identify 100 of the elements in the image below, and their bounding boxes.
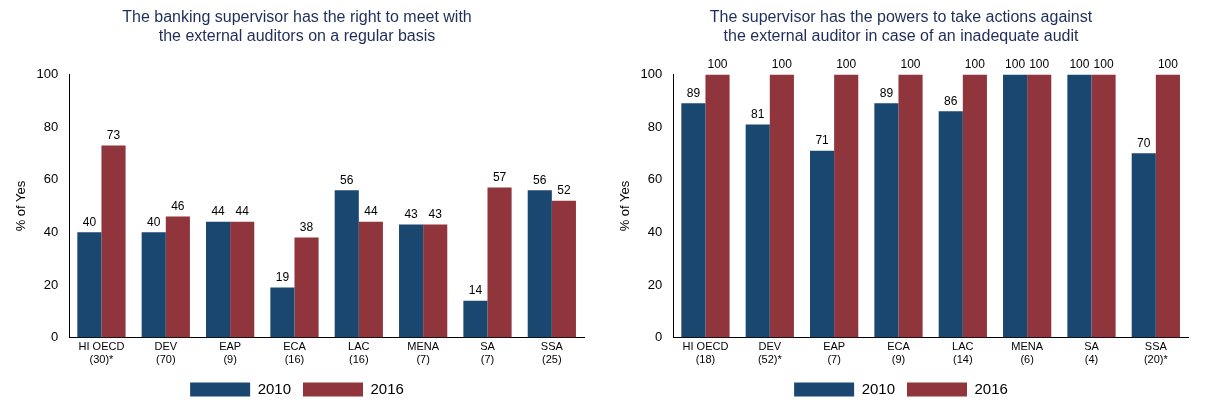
data-label: 14 — [468, 283, 483, 298]
bar — [206, 221, 231, 338]
data-label: 100 — [707, 56, 728, 71]
data-label: 56 — [533, 172, 547, 187]
bar — [487, 187, 512, 338]
bar — [230, 221, 255, 338]
y-tick-label: 0 — [51, 329, 59, 345]
data-label: 52 — [557, 183, 571, 198]
bar — [1027, 74, 1052, 338]
x-tick-label: HI OECD (18) — [682, 340, 729, 366]
data-label: 100 — [1005, 56, 1026, 71]
data-label: 46 — [171, 198, 185, 213]
x-tick-label: LAC (16) — [348, 340, 370, 366]
x-tick-label: HI OECD (30)* — [78, 340, 125, 366]
bar — [399, 224, 424, 338]
bar — [1131, 153, 1156, 338]
data-label: 100 — [1093, 56, 1114, 71]
data-label: 43 — [404, 206, 419, 221]
data-label: 100 — [836, 56, 857, 71]
data-label: 56 — [340, 172, 354, 187]
y-tick-label: 20 — [43, 276, 59, 292]
y-axis-title: % of Yes — [617, 180, 633, 232]
data-label: 40 — [147, 214, 161, 229]
bar — [334, 190, 359, 338]
data-label: 43 — [428, 206, 443, 221]
bar — [874, 103, 899, 338]
data-label: 19 — [275, 269, 290, 284]
y-tick-label: 100 — [640, 65, 663, 81]
y-tick-label: 40 — [43, 223, 59, 239]
data-label: 89 — [879, 85, 894, 100]
data-label: 100 — [1029, 56, 1050, 71]
data-label: 71 — [815, 133, 830, 148]
x-tick-label: LAC (14) — [952, 340, 974, 366]
x-tick-label: SA (7) — [480, 340, 496, 366]
bar — [141, 232, 166, 338]
bar — [745, 124, 770, 338]
y-tick-label: 60 — [43, 171, 59, 187]
legend-label: 2010 — [257, 379, 292, 397]
bar — [551, 200, 576, 338]
x-tick-label: EAP (7) — [823, 340, 846, 366]
y-tick-label: 80 — [43, 118, 59, 134]
data-label: 40 — [82, 214, 97, 229]
data-label: 44 — [364, 204, 378, 219]
bar — [358, 221, 383, 338]
bar — [294, 237, 319, 338]
x-tick-label: ECA (16) — [283, 340, 307, 366]
legend-label: 2010 — [861, 379, 896, 397]
bar — [463, 300, 488, 338]
bar — [810, 150, 835, 338]
bar — [1067, 74, 1092, 338]
data-label: 100 — [1157, 56, 1179, 71]
data-label: 38 — [299, 219, 314, 234]
data-label: 100 — [1069, 56, 1090, 71]
bar — [77, 232, 102, 338]
legend-label: 2016 — [370, 379, 404, 397]
data-label: 89 — [686, 85, 701, 100]
y-axis-title: % of Yes — [13, 180, 29, 232]
bar — [423, 224, 448, 338]
x-tick-label: SSA (25) — [540, 340, 564, 366]
data-label: 44 — [235, 204, 250, 219]
data-label: 100 — [900, 56, 921, 71]
bar — [962, 74, 987, 338]
bar — [681, 103, 706, 338]
y-tick-label: 80 — [647, 118, 663, 134]
bar — [270, 287, 295, 338]
bar — [834, 74, 859, 338]
bar — [165, 216, 190, 338]
data-label: 44 — [211, 204, 226, 219]
bar — [705, 74, 730, 338]
bar — [1003, 74, 1028, 338]
bar — [1091, 74, 1116, 338]
x-tick-label: EAP (9) — [219, 340, 242, 366]
x-tick-label: MENA (7) — [407, 340, 440, 366]
y-tick-label: 0 — [655, 329, 663, 345]
data-label: 57 — [492, 169, 507, 184]
legend-label: 2016 — [974, 379, 1008, 397]
data-label: 70 — [1137, 135, 1151, 150]
y-tick-label: 100 — [36, 65, 59, 81]
bar — [1155, 74, 1180, 338]
data-label: 100 — [964, 56, 986, 71]
chart-title: The supervisor has the powers to take actions against the external auditor in case of an inadequate audit — [709, 8, 1093, 45]
data-label: 100 — [771, 56, 793, 71]
bar — [101, 145, 126, 338]
y-tick-label: 20 — [647, 276, 663, 292]
x-tick-label: ECA (9) — [887, 340, 911, 366]
y-tick-label: 60 — [647, 171, 663, 187]
bar — [898, 74, 923, 338]
x-tick-label: DEV (52)* — [757, 340, 783, 366]
chart-title: The banking supervisor has the right to meet with the external auditors on a regular basis — [122, 8, 472, 45]
x-tick-label: SA (4) — [1084, 340, 1100, 366]
bar — [527, 190, 552, 338]
x-tick-label: SSA (20)* — [1143, 340, 1169, 366]
data-label: 73 — [106, 127, 121, 142]
data-label: 81 — [751, 106, 765, 121]
x-tick-label: DEV (70) — [154, 340, 178, 366]
x-tick-label: MENA (6) — [1011, 340, 1044, 366]
data-label: 86 — [944, 93, 958, 108]
bar — [769, 74, 794, 338]
bar — [938, 111, 963, 338]
y-tick-label: 40 — [647, 223, 663, 239]
